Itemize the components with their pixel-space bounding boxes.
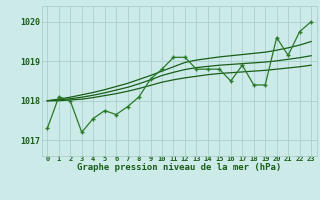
X-axis label: Graphe pression niveau de la mer (hPa): Graphe pression niveau de la mer (hPa) [77, 163, 281, 172]
